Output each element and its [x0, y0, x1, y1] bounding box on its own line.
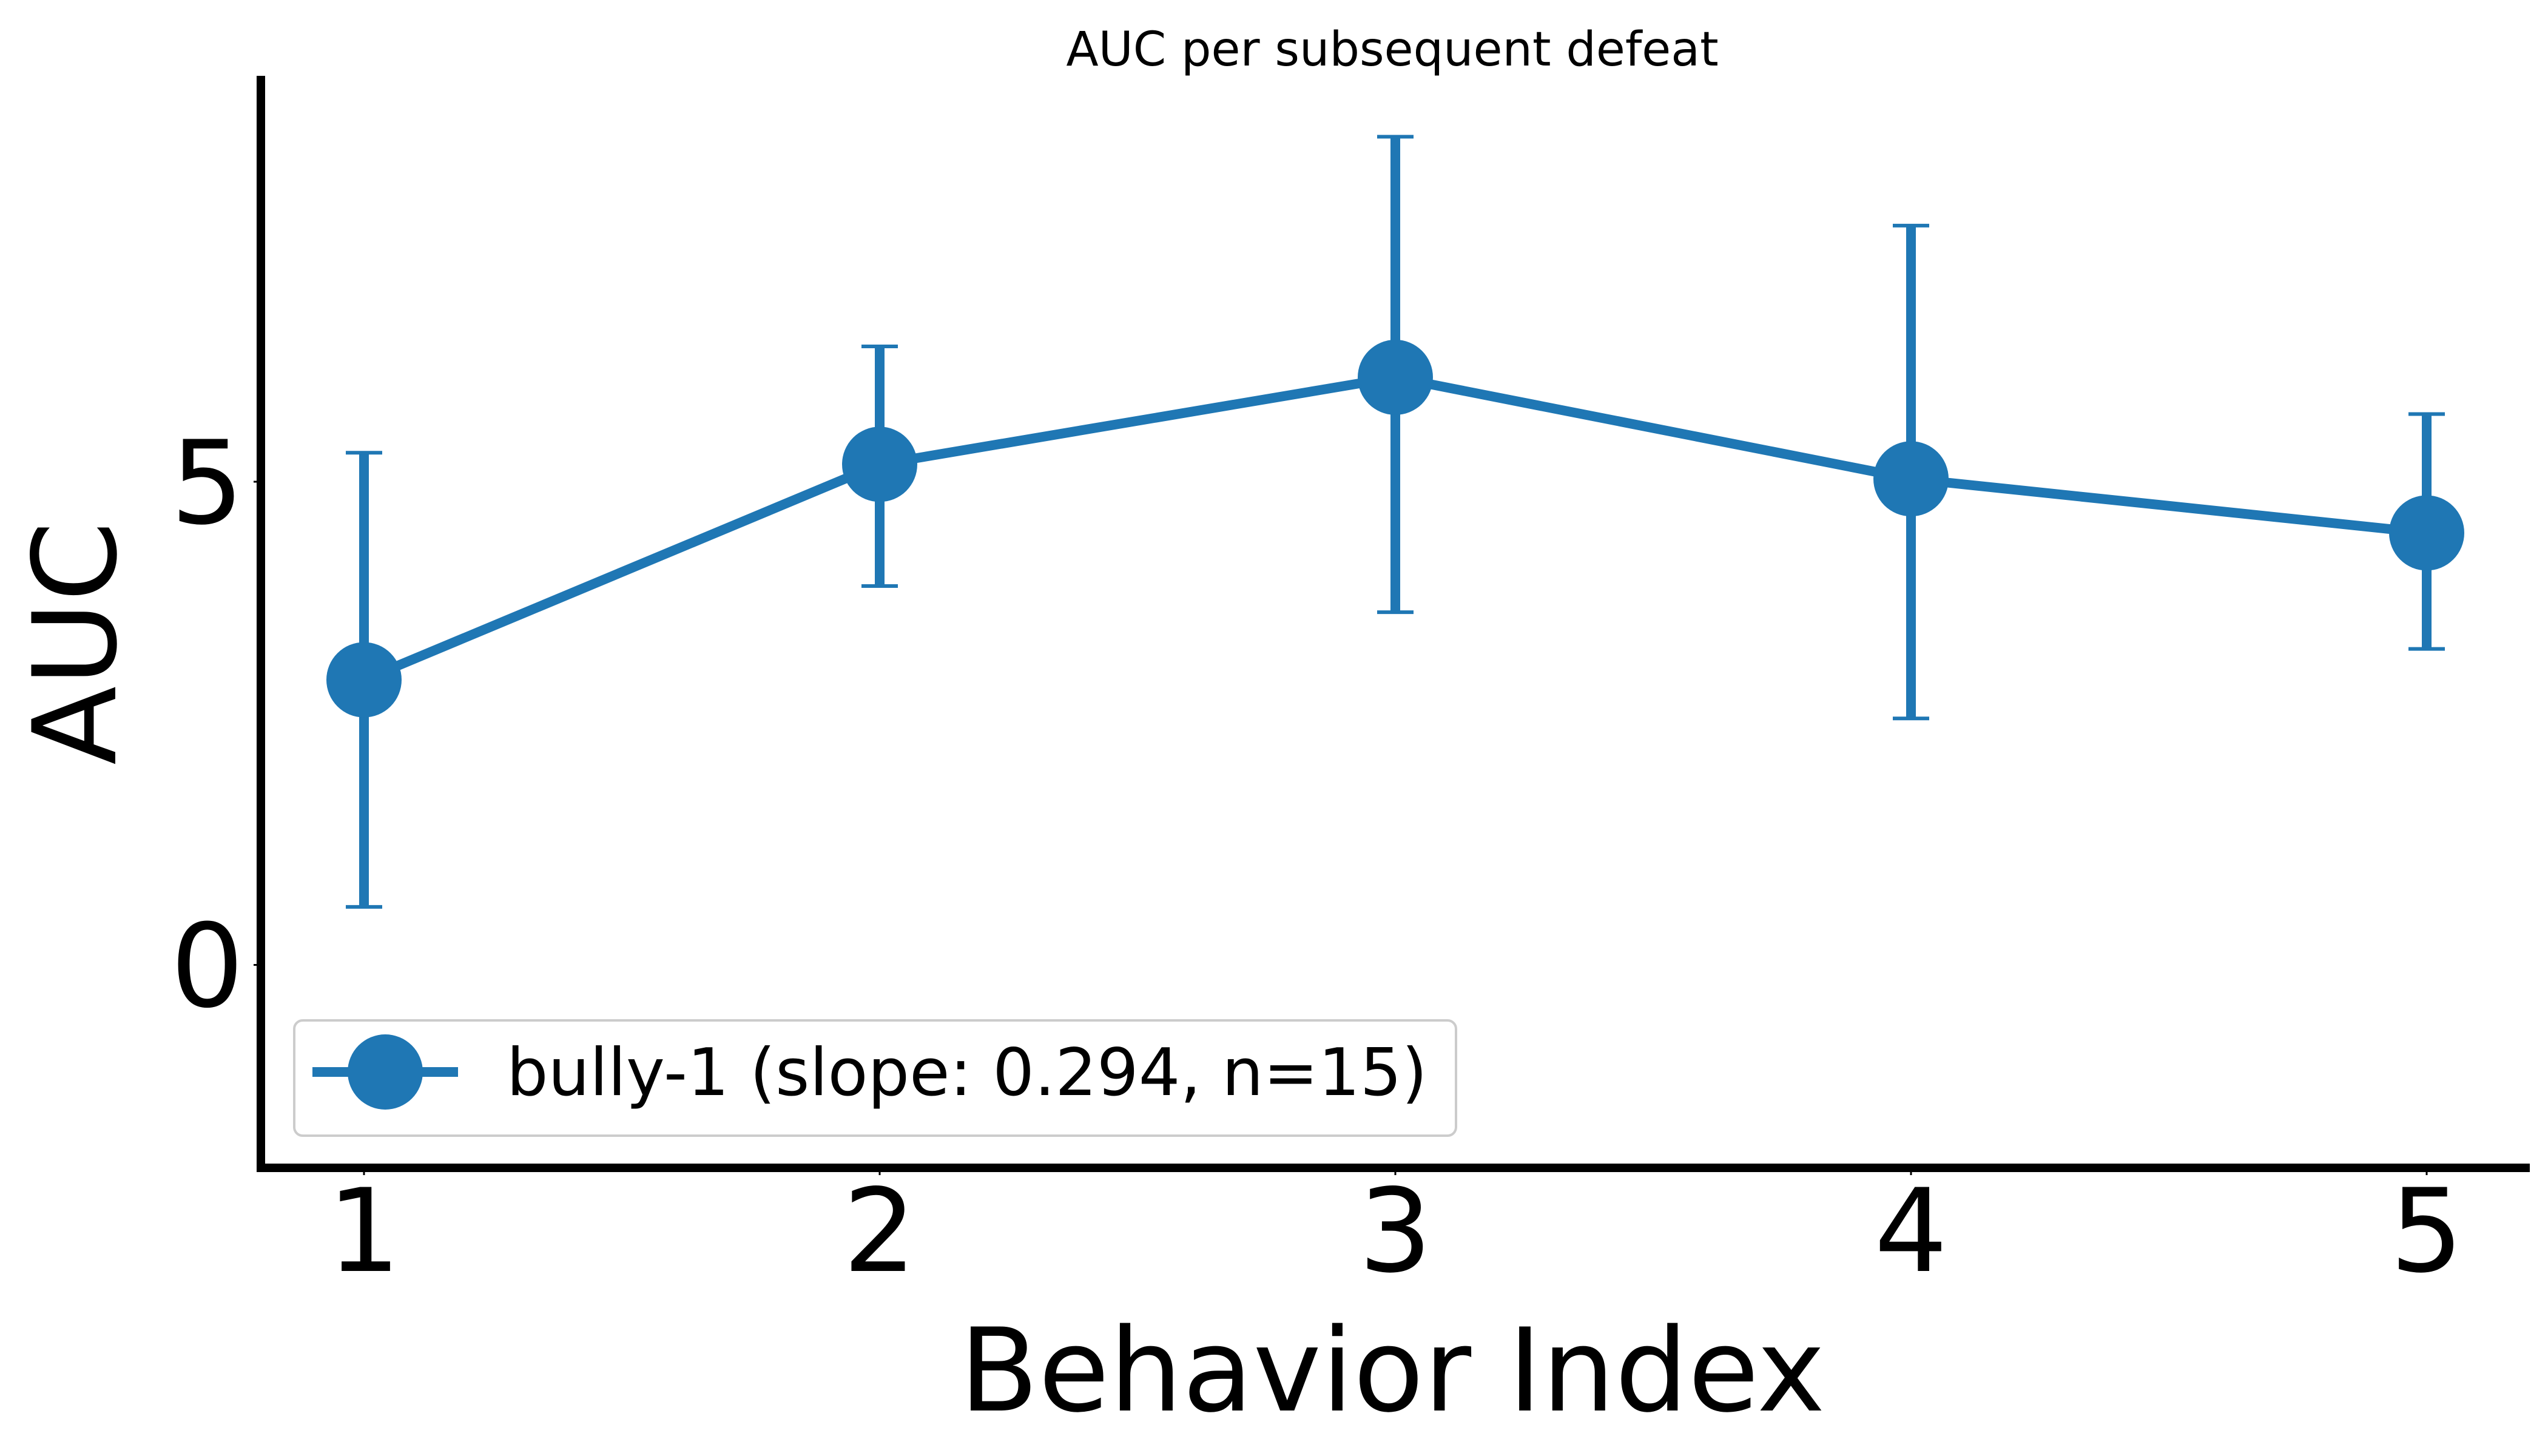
data-point: [842, 426, 917, 502]
y-axis-label: AUC: [8, 521, 143, 765]
x-tick-label: 1: [328, 1164, 401, 1298]
legend-label: bully-1 (slope: 0.294, n=15): [507, 1035, 1427, 1111]
y-ticks: 05: [170, 416, 261, 1033]
legend-marker: [348, 1034, 423, 1110]
data-point: [2389, 495, 2464, 571]
legend: bully-1 (slope: 0.294, n=15): [293, 1019, 1457, 1137]
x-axis-label: Behavior Index: [959, 1304, 1825, 1438]
axes: [257, 76, 2530, 1172]
y-tick-label: 5: [170, 416, 244, 550]
plot-area: [326, 135, 2464, 909]
x-tick-label: 3: [1359, 1164, 1432, 1298]
x-tick-label: 4: [1875, 1164, 1948, 1298]
data-point: [1873, 441, 1949, 517]
legend-box: [293, 1019, 1457, 1137]
x-tick-label: 5: [2390, 1164, 2464, 1298]
x-ticks: 1 2 3 4 5: [328, 1164, 2464, 1298]
data-point: [1358, 339, 1433, 415]
y-tick-label: 0: [170, 899, 244, 1033]
data-point: [326, 642, 402, 718]
x-tick-label: 2: [843, 1164, 917, 1298]
chart-title: AUC per subsequent defeat: [1066, 22, 1718, 77]
